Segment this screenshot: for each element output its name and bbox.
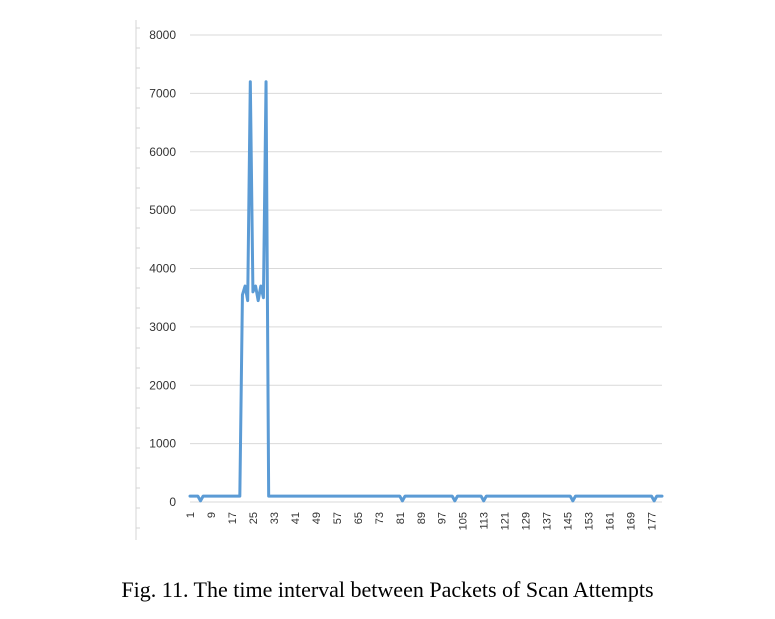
x-tick-label: 73 xyxy=(374,512,386,524)
y-tick-label: 7000 xyxy=(149,86,176,100)
gridlines xyxy=(136,27,662,529)
x-tick-label: 17 xyxy=(227,512,239,524)
y-tick-label: 8000 xyxy=(149,28,176,42)
series-group xyxy=(188,80,664,503)
y-tick-label: 0 xyxy=(169,495,176,509)
figure-caption: Fig. 11. The time interval between Packe… xyxy=(121,577,654,602)
x-tick-label: 137 xyxy=(542,512,554,530)
x-tick-label: 145 xyxy=(563,512,575,530)
y-tick-label: 1000 xyxy=(149,437,176,451)
x-tick-label: 113 xyxy=(479,512,491,530)
x-tick-label: 25 xyxy=(248,512,260,524)
x-tick-label: 41 xyxy=(290,512,302,524)
y-axis-ticks: 0 1000 2000 3000 4000 5000 6000 7000 8000 xyxy=(149,28,176,509)
y-tick-label: 2000 xyxy=(149,378,176,392)
x-tick-label: 153 xyxy=(584,512,596,530)
series-line xyxy=(188,80,664,503)
y-tick-label: 4000 xyxy=(149,262,176,276)
x-tick-label: 49 xyxy=(311,512,323,524)
x-tick-label: 33 xyxy=(269,512,281,524)
x-tick-label: 57 xyxy=(332,512,344,524)
x-tick-label: 89 xyxy=(416,512,428,524)
y-tick-label: 5000 xyxy=(149,203,176,217)
x-axis-ticks: 1 9 17 25 33 41 49 57 65 73 81 89 97 105 113 121 129 137 1… xyxy=(185,512,659,530)
x-tick-label: 81 xyxy=(395,512,407,524)
x-tick-label: 169 xyxy=(626,512,638,530)
y-tick-label: 3000 xyxy=(149,320,176,334)
x-tick-label: 97 xyxy=(437,512,449,524)
y-tick-label: 6000 xyxy=(149,145,176,159)
x-tick-label: 65 xyxy=(353,512,365,524)
x-tick-label: 105 xyxy=(458,512,470,530)
x-tick-label: 1 xyxy=(185,512,197,518)
x-tick-label: 121 xyxy=(500,512,512,530)
x-tick-label: 9 xyxy=(206,512,218,518)
line-chart: 0 1000 2000 3000 4000 5000 6000 7000 8000 1 9 17 25… xyxy=(135,20,664,540)
x-tick-label: 161 xyxy=(605,512,617,530)
x-tick-label: 177 xyxy=(647,512,659,530)
x-tick-label: 129 xyxy=(521,512,533,530)
